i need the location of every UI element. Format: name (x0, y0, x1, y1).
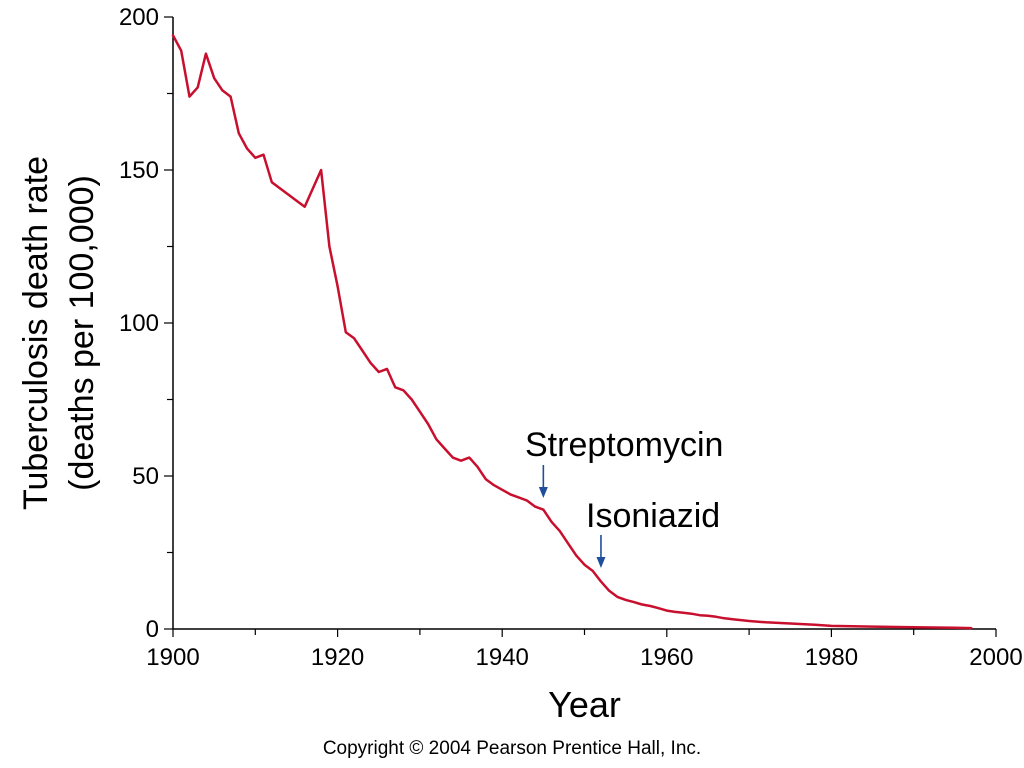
copyright-notice: Copyright © 2004 Pearson Prentice Hall, … (322, 738, 702, 759)
y-tick-label: 0 (146, 616, 159, 643)
annotation-label: Isoniazid (586, 497, 720, 535)
annotations: Streptomycin Isoniazid (525, 426, 723, 568)
x-tick-label: 1980 (805, 644, 858, 671)
y-tick-label: 200 (119, 4, 159, 31)
axis-titles: Year Tuberculosis death rate (deaths per 1… (17, 156, 621, 725)
annotation-label: Streptomycin (525, 426, 723, 464)
plot-area (171, 34, 973, 630)
y-tick-label: 100 (119, 310, 159, 337)
y-tick-label: 50 (132, 463, 159, 490)
y-axis-subtitle: (deaths per 100,000) (63, 175, 101, 491)
x-tick-label: 1900 (146, 644, 199, 671)
y-tick-label: 150 (119, 157, 159, 184)
x-tick-label: 1920 (311, 644, 364, 671)
x-tick-label: 2000 (969, 644, 1022, 671)
axes (172, 17, 996, 630)
x-axis-title: Year (548, 684, 621, 725)
x-tick-label: 1940 (476, 644, 529, 671)
annotation-arrow-head (596, 557, 606, 568)
ticks: 1900 1920 1940 1960 1980 2000 0 50 100 150 200 (119, 4, 1023, 671)
y-axis-title: Tuberculosis death rate (17, 156, 55, 510)
annotation-arrow-head (538, 487, 548, 498)
death-rate-series-line (171, 34, 973, 630)
x-tick-label: 1960 (640, 644, 693, 671)
